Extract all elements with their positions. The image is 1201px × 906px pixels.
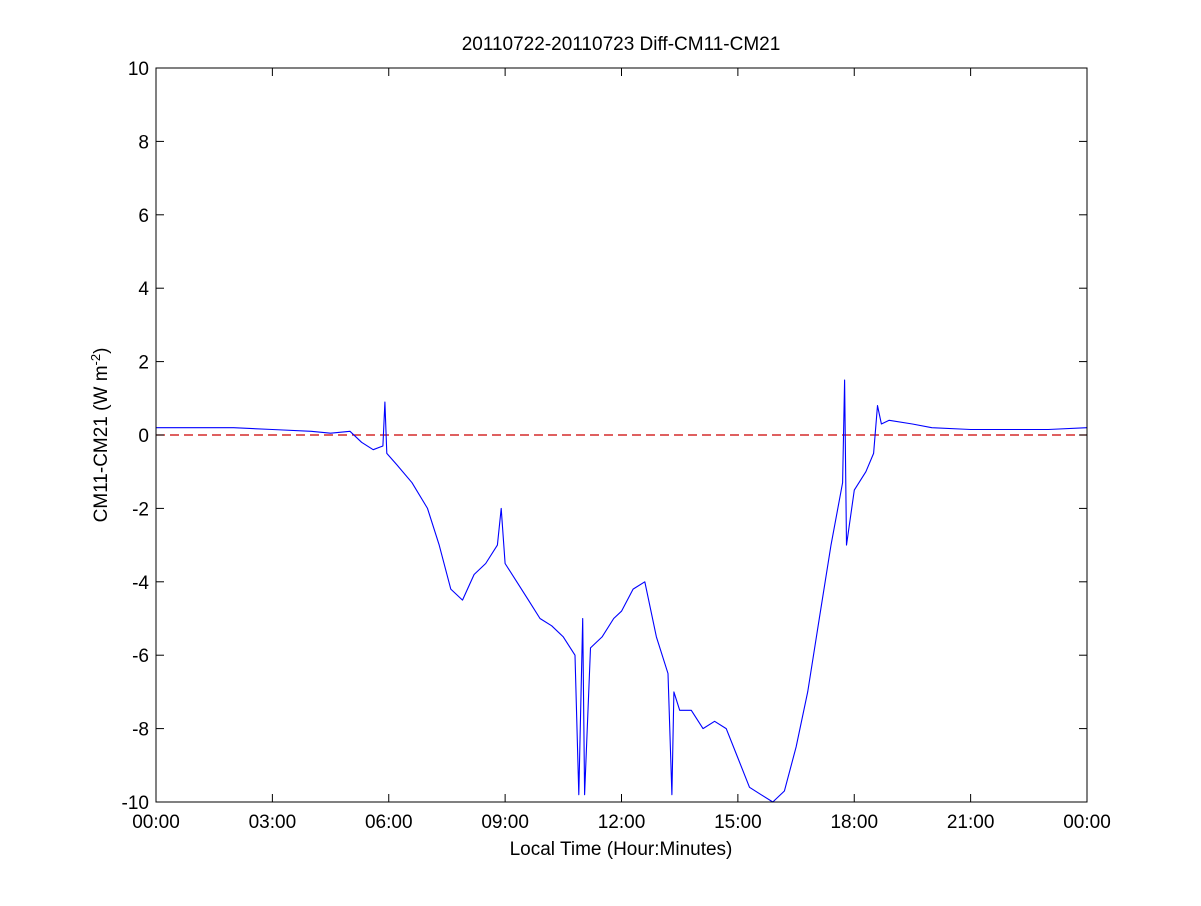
y-axis-label-superscript: -2	[88, 354, 103, 366]
x-tick-label: 18:00	[830, 812, 878, 833]
y-axis-label: CM11-CM21 (W m-2)	[88, 348, 113, 523]
y-tick-label: -4	[132, 573, 149, 594]
plot-area	[155, 67, 1088, 803]
x-tick-label: 06:00	[365, 812, 413, 833]
x-axis-label: Local Time (Hour:Minutes)	[510, 839, 733, 860]
y-tick-label: -10	[122, 793, 149, 814]
data-series-line	[156, 379, 1088, 803]
x-tick-label: 00:00	[1063, 812, 1111, 833]
chart-title: 20110722-20110723 Diff-CM11-CM21	[462, 34, 781, 55]
series-layer	[156, 379, 1088, 803]
y-tick-label: 8	[138, 132, 149, 153]
y-axis: 10 8 6 4 2 0 -2 -4 -6 -8 -10	[122, 59, 1087, 814]
y-axis-label-text: CM11-CM21 (W m	[91, 365, 112, 522]
x-tick-label: 00:00	[132, 812, 180, 833]
x-tick-label: 03:00	[249, 812, 297, 833]
x-axis: 00:00 03:00 06:00 09:00 12:00 15:00 18:00 21:00…	[132, 68, 1111, 833]
y-axis-label-close: )	[91, 348, 112, 354]
x-tick-label: 09:00	[481, 812, 529, 833]
x-tick-label: 15:00	[714, 812, 762, 833]
y-tick-label: 10	[128, 59, 149, 80]
y-tick-label: 2	[138, 353, 149, 374]
y-tick-label: 4	[138, 279, 149, 300]
y-tick-label: 0	[138, 426, 149, 447]
y-tick-label: 6	[138, 206, 149, 227]
x-tick-label: 21:00	[947, 812, 995, 833]
y-tick-label: -8	[132, 720, 149, 741]
y-tick-label: -2	[132, 499, 149, 520]
y-tick-label: -6	[132, 646, 149, 667]
x-tick-label: 12:00	[598, 812, 646, 833]
